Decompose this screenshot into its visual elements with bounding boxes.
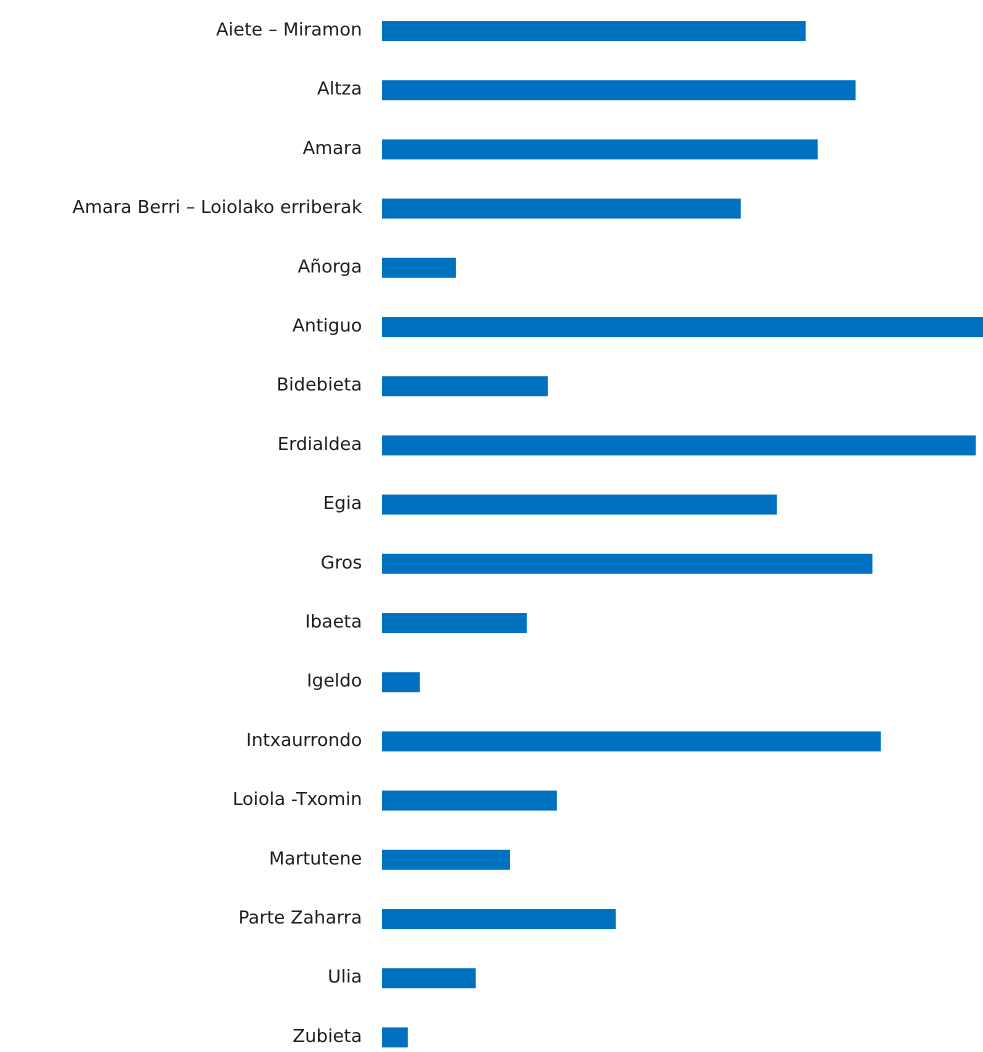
category-label: Igeldo: [307, 671, 362, 692]
category-label: Egia: [323, 493, 362, 514]
category-label: Erdialdea: [278, 434, 362, 455]
category-label: Bidebieta: [277, 375, 362, 396]
bar: [382, 849, 511, 870]
category-label: Antiguo: [292, 316, 362, 337]
bar: [382, 672, 420, 693]
category-label: Ulia: [328, 967, 362, 988]
bar: [382, 376, 548, 397]
category-label: Amara Berri – Loiolako erriberak: [72, 197, 362, 218]
category-label: Parte Zaharra: [238, 908, 362, 929]
bar: [382, 198, 741, 219]
category-label: Ibaeta: [305, 612, 362, 633]
bar: [382, 790, 557, 811]
bars: [382, 21, 983, 1048]
bar: [382, 257, 456, 278]
category-label: Martutene: [269, 848, 362, 869]
category-label: Altza: [317, 79, 362, 100]
bar: [382, 968, 476, 989]
category-labels: Aiete – Miramon Altza Amara Amara Berri – L…: [72, 20, 362, 1047]
bar: [382, 317, 983, 337]
bar: [382, 21, 806, 41]
bar: [382, 1027, 408, 1048]
bar: [382, 139, 818, 160]
bar: [382, 435, 976, 456]
category-label: Aiete – Miramon: [216, 20, 362, 41]
category-label: Amara: [303, 138, 362, 159]
category-label: Zubieta: [293, 1026, 362, 1047]
bar: [382, 613, 527, 633]
bar: [382, 553, 873, 574]
bar: [382, 909, 616, 929]
bar: [382, 494, 777, 515]
bar: [382, 80, 856, 101]
bar: [382, 731, 881, 752]
category-label: Gros: [321, 552, 362, 573]
category-label: Loiola -Txomin: [233, 789, 362, 810]
category-label: Añorga: [298, 256, 362, 277]
category-label: Intxaurrondo: [246, 730, 362, 751]
